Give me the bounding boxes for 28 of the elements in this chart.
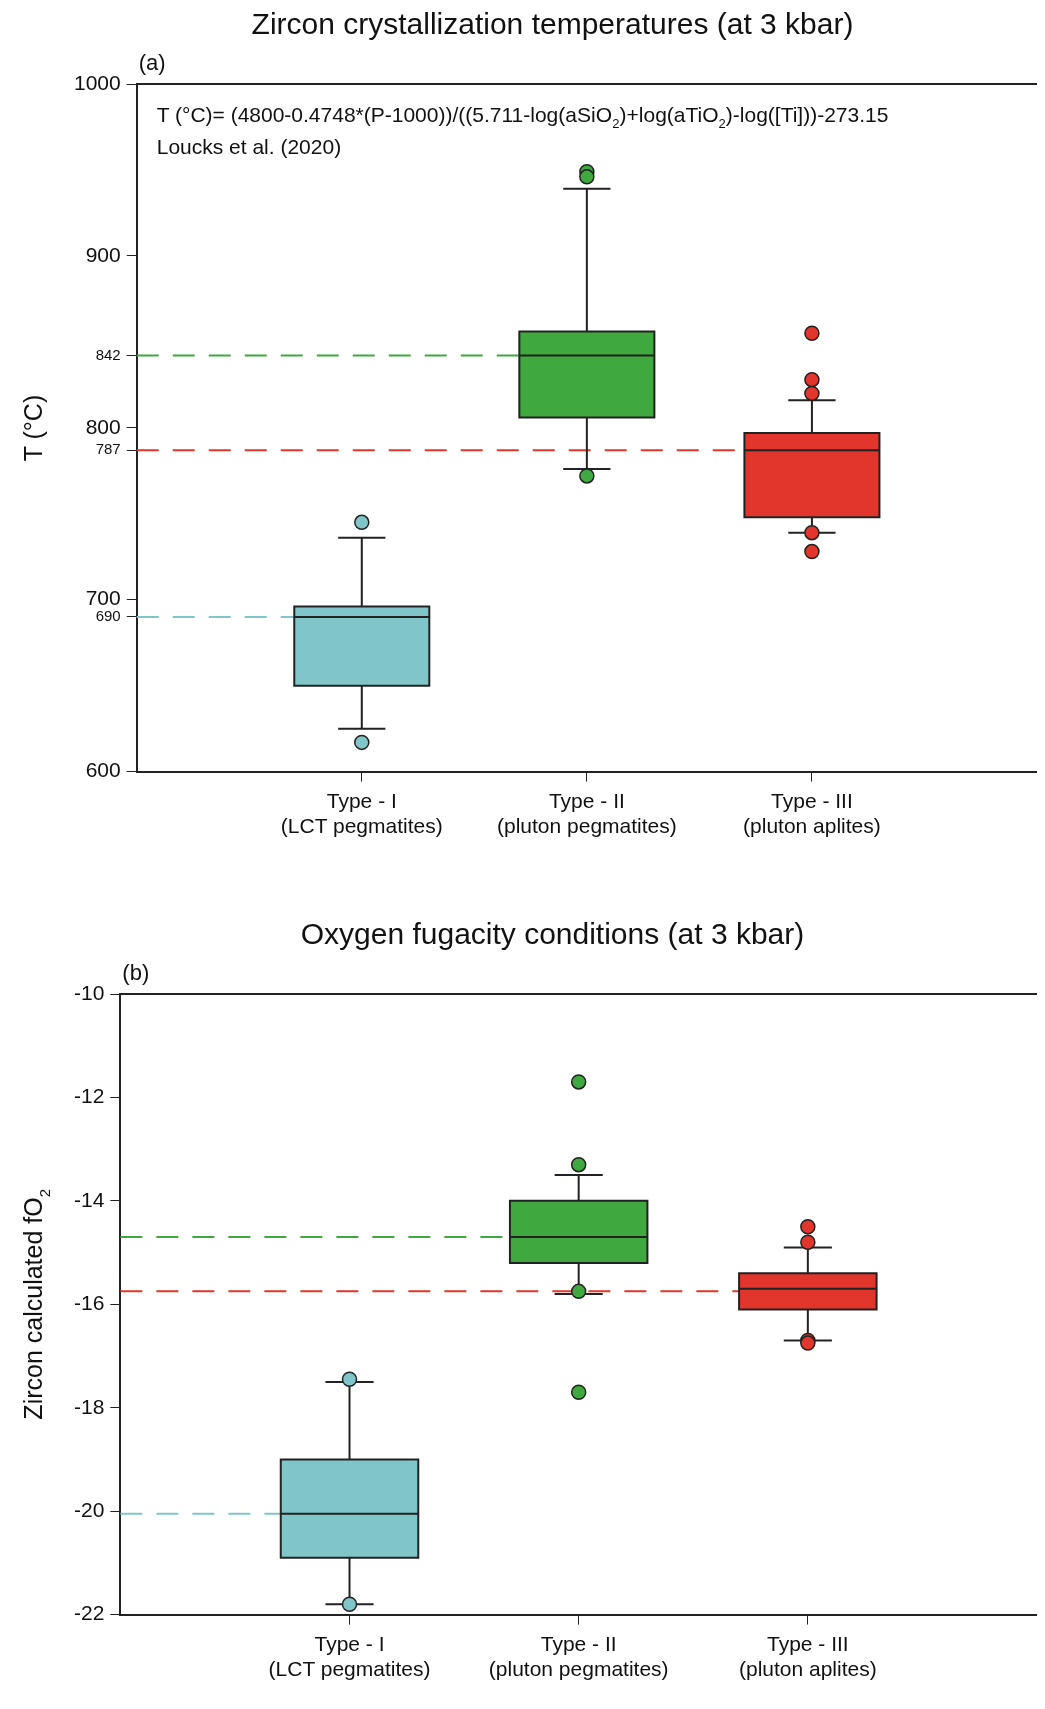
y-tick-label: -20 bbox=[73, 1497, 105, 1521]
chart-title: Oxygen fugacity conditions (at 3 kbar) bbox=[300, 917, 805, 951]
y-tick-label: -14 bbox=[73, 1187, 105, 1211]
y-tick-label: 690 bbox=[95, 607, 121, 625]
x-tick-label: Type - I (LCT pegmatites) bbox=[268, 1632, 431, 1681]
y-tick-label: -16 bbox=[73, 1291, 105, 1315]
x-tick-label: Type - III (pluton aplites) bbox=[738, 1632, 877, 1681]
x-tick-label: Type - III (pluton aplites) bbox=[743, 789, 881, 838]
y-tick-label: -18 bbox=[73, 1394, 105, 1418]
x-tick-label: Type - II (pluton pegmatites) bbox=[496, 789, 677, 838]
chart-title: Zircon crystallization temperatures (at 3 kbar) bbox=[251, 7, 854, 41]
y-tick-label: 842 bbox=[95, 345, 121, 363]
y-tick-label: 700 bbox=[85, 586, 121, 610]
x-tick-label: Type - I (LCT pegmatites) bbox=[280, 789, 443, 838]
annotation: Loucks et al. (2020) bbox=[156, 135, 342, 158]
y-tick-label: 1000 bbox=[74, 70, 121, 94]
y-tick-label: -10 bbox=[73, 980, 105, 1004]
y-tick-label: 600 bbox=[85, 758, 121, 782]
y-tick-label: 800 bbox=[85, 414, 121, 438]
y-tick-label: -12 bbox=[73, 1084, 105, 1108]
y-axis-title: T (°C) bbox=[19, 394, 47, 462]
text: (a) bbox=[138, 50, 166, 75]
text: (b) bbox=[122, 960, 150, 985]
y-tick-label: -22 bbox=[73, 1601, 105, 1625]
y-tick-label: 900 bbox=[85, 242, 121, 266]
y-tick-label: 787 bbox=[95, 440, 121, 458]
y-axis-title: Zircon calculated fO2 bbox=[19, 1188, 53, 1420]
x-tick-label: Type - II (pluton pegmatites) bbox=[488, 1632, 669, 1681]
